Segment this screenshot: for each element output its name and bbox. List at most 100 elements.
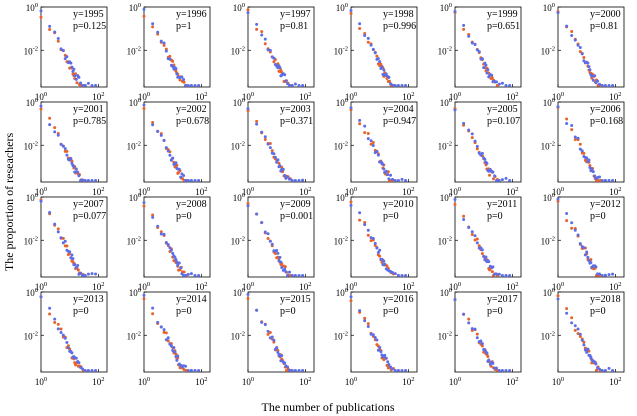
point-blue — [301, 178, 305, 182]
point-blue — [268, 146, 272, 150]
x-tick-label: 100 — [552, 281, 564, 292]
point-blue — [396, 179, 400, 182]
point-blue — [593, 74, 597, 78]
x-tick-label: 100 — [345, 186, 357, 197]
point-blue — [293, 274, 297, 277]
x-tick-label: 102 — [92, 91, 104, 102]
x-tick-label: 102 — [299, 186, 311, 197]
point-blue — [142, 201, 146, 205]
y-tick-label: 10-2 — [231, 330, 245, 341]
point-blue — [565, 311, 569, 315]
panel-year-label: y=2004 — [383, 104, 414, 115]
x-tick-label: 102 — [92, 281, 104, 292]
panel-p-label: p=0 — [383, 211, 399, 222]
panel-year-label: y=1996 — [176, 9, 207, 20]
panel-p-label: p=0 — [383, 306, 399, 317]
point-orange — [358, 218, 362, 222]
point-blue — [162, 232, 166, 236]
point-orange — [369, 142, 373, 146]
point-blue — [500, 178, 504, 182]
point-blue — [81, 367, 85, 371]
point-orange — [366, 233, 370, 237]
point-blue — [589, 261, 593, 265]
point-blue — [186, 272, 190, 276]
point-blue — [366, 325, 370, 329]
panel-p-label: p=0 — [280, 306, 296, 317]
point-blue — [290, 84, 294, 87]
point-orange — [378, 254, 382, 258]
point-blue — [358, 211, 362, 215]
point-blue — [363, 223, 367, 227]
point-blue — [391, 271, 395, 275]
point-blue — [393, 179, 397, 182]
point-blue — [462, 218, 466, 222]
point-orange — [388, 79, 391, 83]
point-blue — [293, 369, 297, 372]
point-blue — [297, 84, 301, 87]
point-orange — [358, 26, 362, 30]
y-tick-label: 10-2 — [231, 140, 245, 151]
x-tick-label: 102 — [402, 376, 414, 387]
point-blue — [400, 274, 404, 277]
panel-year-label: y=1998 — [383, 9, 414, 20]
point-blue — [280, 354, 284, 358]
panel-p-label: p=0.81 — [590, 21, 618, 32]
panel-year-label: y=2009 — [280, 199, 311, 210]
panel-p-label: p=0.001 — [280, 211, 313, 222]
point-blue — [582, 343, 586, 347]
point-orange — [490, 76, 494, 80]
point-orange — [162, 43, 166, 47]
point-orange — [75, 81, 79, 85]
point-blue — [387, 363, 391, 367]
panel-year-label: y=2002 — [176, 104, 207, 115]
x-tick-label: 100 — [138, 281, 150, 292]
point-blue — [184, 274, 188, 277]
point-blue — [53, 30, 57, 34]
point-blue — [576, 233, 580, 237]
y-tick-label: 100 — [233, 2, 245, 13]
point-blue — [475, 241, 479, 245]
point-orange — [65, 244, 69, 248]
point-blue — [508, 179, 512, 182]
x-tick-label: 102 — [195, 376, 207, 387]
point-blue — [473, 327, 477, 331]
point-blue — [393, 272, 397, 276]
point-blue — [94, 84, 98, 87]
point-blue — [382, 68, 386, 72]
point-blue — [77, 75, 81, 79]
point-blue — [177, 167, 181, 171]
point-blue — [169, 248, 173, 252]
point-blue — [159, 232, 163, 236]
point-blue — [53, 130, 57, 134]
y-tick-label: 10-2 — [231, 45, 245, 56]
x-tick-label: 102 — [506, 91, 518, 102]
point-orange — [168, 54, 172, 58]
y-tick-label: 100 — [233, 97, 245, 108]
point-blue — [470, 132, 474, 136]
point-blue — [576, 136, 580, 140]
x-tick-label: 102 — [609, 376, 621, 387]
point-blue — [404, 179, 408, 182]
panel-year-label: y=2015 — [280, 294, 311, 305]
point-blue — [159, 39, 163, 43]
point-orange — [475, 237, 479, 241]
point-blue — [286, 175, 290, 179]
point-blue — [197, 274, 201, 277]
point-blue — [378, 248, 382, 252]
point-blue — [272, 152, 276, 156]
point-blue — [600, 369, 604, 372]
point-blue — [594, 265, 598, 269]
panel-p-label: p=0.785 — [73, 116, 106, 127]
point-blue — [396, 369, 400, 372]
panel-p-label: p=0 — [176, 306, 192, 317]
point-orange — [475, 332, 479, 336]
point-orange — [570, 30, 574, 34]
point-blue — [591, 170, 595, 174]
point-blue — [491, 361, 495, 365]
point-blue — [391, 367, 395, 371]
panel-p-label: p=0.168 — [590, 116, 623, 127]
point-blue — [556, 297, 560, 301]
point-orange — [255, 119, 259, 123]
point-blue — [596, 79, 600, 83]
